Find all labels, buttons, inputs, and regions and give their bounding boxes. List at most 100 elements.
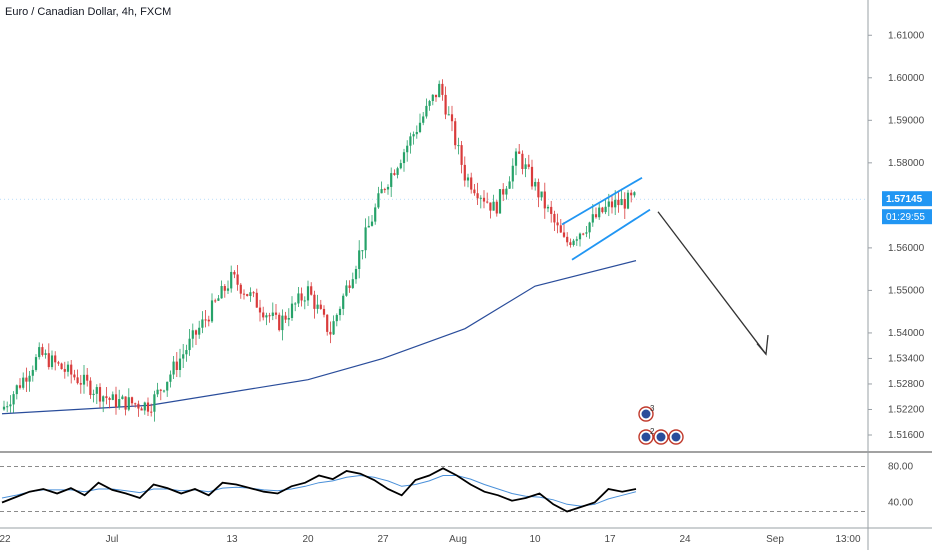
price-tick-label: 1.52200	[888, 404, 925, 415]
candle-body	[450, 114, 454, 122]
rsi-line	[1, 467, 637, 513]
candle-body	[431, 94, 434, 102]
candle-body	[406, 145, 409, 153]
candle-body	[345, 285, 348, 296]
candle-body	[166, 381, 169, 391]
forecast-arrow-shaft	[657, 211, 767, 355]
candle-body	[617, 199, 620, 206]
countdown-badge	[882, 209, 932, 225]
candle-body	[306, 286, 310, 301]
price-axis: 1.61000 1.60000 1.59000 1.58000 1.56000 1.550…	[868, 30, 932, 509]
candle-body	[326, 314, 329, 332]
candle-body	[220, 286, 223, 299]
candle-body	[591, 214, 594, 223]
price-tick-label: 1.51600	[888, 430, 925, 441]
candle-body	[537, 181, 540, 198]
candle-body	[217, 298, 220, 301]
price-tick-label: 1.61000	[888, 30, 925, 41]
candle-body	[249, 292, 252, 296]
candle-body	[514, 151, 518, 166]
candle-body	[441, 83, 444, 95]
candle-body	[358, 250, 361, 270]
candle-body	[223, 286, 226, 291]
candle-body	[594, 214, 598, 218]
candle-body	[15, 385, 18, 395]
candle-body	[578, 233, 582, 240]
candle-body	[278, 314, 281, 331]
candle-body	[182, 354, 185, 359]
time-tick-label: 10	[529, 534, 541, 545]
candle-body	[370, 221, 374, 226]
candle-body	[412, 134, 415, 137]
candle-body	[255, 292, 258, 308]
candle-body	[204, 319, 207, 321]
candle-body	[143, 402, 146, 411]
candle-body	[130, 397, 134, 404]
event-badge-flag	[656, 432, 666, 442]
candle-body	[601, 207, 604, 213]
time-tick-label: Sep	[766, 534, 784, 545]
candle-body	[172, 361, 175, 375]
candle-body	[630, 192, 633, 196]
current-price-badge	[882, 191, 932, 207]
candle-body	[604, 206, 607, 213]
rsi-pane	[0, 466, 868, 513]
event-badge-flag	[671, 432, 681, 442]
price-tick-label: 1.56000	[888, 243, 925, 254]
candle-body	[79, 383, 82, 385]
candle-body	[454, 121, 457, 146]
candle-body	[399, 163, 402, 169]
price-tick-label: 1.55000	[888, 285, 925, 296]
candle-body	[482, 197, 486, 202]
candle-body	[550, 206, 553, 214]
current-price-label: 1.57145	[886, 194, 923, 205]
candle-body	[476, 193, 479, 199]
candle-body	[374, 207, 377, 222]
candle-body	[294, 303, 297, 305]
candle-body	[425, 105, 428, 117]
price-tick-label: 1.60000	[888, 73, 925, 84]
candle-body	[438, 83, 441, 98]
candle-body	[54, 355, 57, 363]
candle-body	[22, 377, 25, 388]
candle-body	[28, 375, 31, 382]
candle-body	[66, 364, 70, 372]
candle-body	[575, 239, 578, 241]
candle-body	[210, 300, 214, 322]
candle-body	[422, 116, 425, 123]
candle-body	[335, 315, 338, 322]
candle-body	[322, 308, 326, 315]
candle-body	[274, 312, 278, 315]
candle-body	[268, 315, 271, 317]
candle-body	[463, 164, 466, 181]
candle-body	[434, 94, 438, 98]
candle-body	[518, 151, 521, 154]
candle-body	[105, 396, 108, 399]
candle-body	[73, 374, 76, 378]
candle-body	[127, 397, 130, 410]
candle-body	[313, 294, 316, 309]
candle-body	[63, 369, 66, 372]
candle-body	[242, 293, 246, 295]
candle-body	[140, 408, 143, 411]
candle-body	[383, 189, 386, 191]
time-tick-label: 22	[0, 534, 11, 545]
candle-body	[34, 357, 38, 370]
price-tick-label: 1.58000	[888, 158, 925, 169]
candle-body	[262, 312, 265, 318]
candle-body	[524, 164, 527, 169]
candle-body	[556, 222, 559, 226]
candle-body	[159, 389, 162, 391]
candle-body	[194, 330, 198, 335]
forecast-arrow-head	[756, 334, 769, 356]
candle-body	[319, 304, 322, 309]
candle-body	[300, 293, 303, 301]
candle-body	[162, 390, 166, 392]
candle-body	[271, 312, 274, 317]
candle-body	[290, 303, 294, 318]
candle-body	[226, 288, 230, 291]
candle-body	[390, 173, 393, 187]
candle-body	[146, 402, 150, 412]
time-tick-label: 24	[679, 534, 691, 545]
